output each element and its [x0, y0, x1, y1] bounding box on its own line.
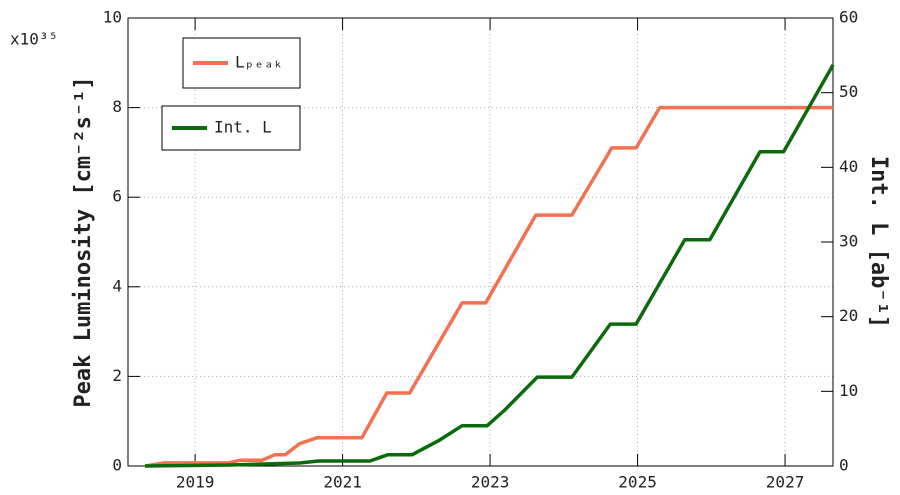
- legend-box: [161, 105, 301, 151]
- y-axis-title: Peak Luminosity [cm⁻²s⁻¹]: [71, 76, 96, 407]
- x-tick-label: 2027: [766, 473, 805, 492]
- y2-tick-label: 10: [839, 381, 858, 400]
- x-tick-label: 2019: [176, 473, 215, 492]
- legend-label: Int. L: [214, 118, 272, 137]
- y-tick-label: 6: [112, 187, 122, 206]
- y2-tick-label: 60: [839, 8, 858, 27]
- x-tick-label: 2025: [618, 473, 657, 492]
- y2-tick-label: 50: [839, 82, 858, 101]
- y-tick-label: 0: [112, 456, 122, 475]
- legend-label: Lₚₑₐₖ: [235, 53, 283, 72]
- y2-axis-title: Int. L [ab⁻¹]: [866, 156, 891, 328]
- y-tick-label: 10: [103, 8, 122, 27]
- x-tick-label: 2023: [471, 473, 510, 492]
- series-line: [144, 64, 835, 468]
- plot-frame: [127, 17, 834, 467]
- y2-tick-label: 0: [839, 456, 849, 475]
- x-tick-label: 2021: [323, 473, 362, 492]
- y-tick-label: 8: [112, 97, 122, 116]
- series-line: [144, 105, 833, 468]
- y-tick-label: 2: [112, 366, 122, 385]
- y-multiplier: x10³⁵: [10, 30, 58, 49]
- y2-tick-label: 30: [839, 232, 858, 251]
- y-tick-label: 4: [112, 276, 122, 295]
- y2-tick-label: 20: [839, 306, 858, 325]
- y2-tick-label: 40: [839, 157, 858, 176]
